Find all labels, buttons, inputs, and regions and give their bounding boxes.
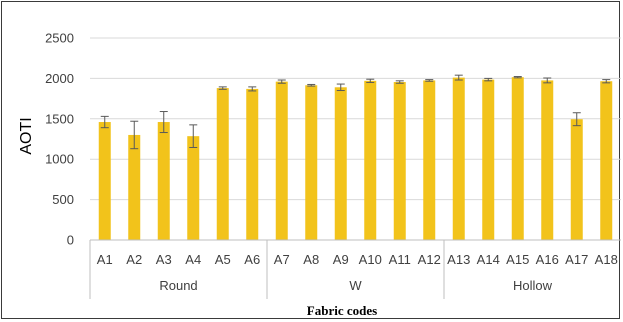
x-tick-label: A12 [418, 252, 441, 267]
bars [98, 77, 613, 241]
error-bar-a8 [307, 83, 316, 87]
x-tick-label: A11 [389, 252, 411, 267]
error-bar-a14 [484, 77, 493, 82]
bar-a5 [216, 88, 229, 240]
x-tick-label: A10 [359, 252, 382, 267]
x-tick-label: A5 [215, 252, 231, 267]
x-tick-label: A7 [274, 252, 290, 267]
bar-a6 [246, 88, 259, 241]
x-axis-label: Fabric codes [307, 303, 377, 318]
error-bar-a6 [248, 86, 257, 92]
bar-a13 [452, 77, 465, 240]
error-bar-a17 [572, 112, 581, 127]
error-bar-a13 [454, 74, 463, 81]
tick-labels: 0 500 1000 1500 2000 2500 A1 A2 A3 A4 A5 A6 A7 A8 A9 A1… [45, 31, 618, 294]
error-bar-a15 [513, 76, 522, 79]
error-bar-a7 [277, 79, 286, 84]
bar-a12 [423, 80, 436, 240]
group-label-hollow: Hollow [513, 278, 553, 293]
error-bar-a11 [395, 80, 404, 84]
bar-a8 [305, 85, 318, 240]
error-bar-a10 [366, 78, 375, 83]
x-tick-label: A3 [156, 252, 172, 267]
y-tick-label: 1500 [45, 111, 74, 126]
x-tick-label: A13 [447, 252, 470, 267]
error-bar-a18 [602, 79, 611, 84]
x-tick-label: A15 [506, 252, 529, 267]
axes [89, 239, 621, 299]
bar-a15 [511, 77, 524, 240]
error-bar-a9 [336, 83, 345, 92]
bar-a1 [98, 122, 111, 240]
x-tick-label: A17 [565, 252, 588, 267]
y-tick-label: 0 [67, 233, 74, 248]
x-tick-label: A14 [477, 252, 500, 267]
bar-a7 [275, 81, 288, 240]
x-tick-label: A1 [97, 252, 113, 267]
bar-a4 [187, 136, 200, 240]
group-label-round: Round [159, 278, 197, 293]
y-tick-label: 500 [52, 192, 74, 207]
error-bar-a2 [130, 120, 139, 150]
x-tick-label: A6 [244, 252, 260, 267]
x-tick-label: A9 [333, 252, 349, 267]
x-tick-label: A8 [303, 252, 319, 267]
error-bar-a1 [100, 115, 109, 129]
error-bar-a3 [159, 111, 168, 134]
y-axis-label: AOTI [18, 117, 35, 154]
group-label-w: W [349, 278, 362, 293]
gridlines [90, 37, 621, 201]
error-bar-a12 [425, 79, 434, 82]
x-tick-label: A18 [595, 252, 618, 267]
y-tick-label: 2500 [45, 31, 74, 46]
x-tick-label: A4 [185, 252, 201, 267]
bar-a11 [393, 82, 406, 240]
bar-a9 [334, 87, 347, 241]
error-bar-a5 [218, 86, 227, 90]
y-tick-label: 1000 [45, 152, 74, 167]
x-tick-label: A2 [126, 252, 142, 267]
y-tick-label: 2000 [45, 71, 74, 86]
bar-a2 [128, 134, 141, 240]
error-bars [100, 74, 611, 150]
bar-a16 [541, 80, 554, 240]
bar-a10 [364, 80, 377, 240]
x-tick-label: A16 [536, 252, 559, 267]
error-bar-a16 [543, 77, 552, 84]
error-bar-a4 [189, 124, 198, 148]
bar-a14 [482, 79, 495, 240]
bar-a3 [157, 122, 170, 240]
bar-a17 [570, 119, 583, 240]
bar-a18 [600, 81, 613, 240]
